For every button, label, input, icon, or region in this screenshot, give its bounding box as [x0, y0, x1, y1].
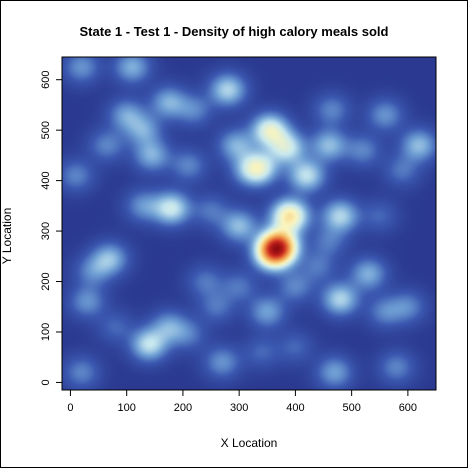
x-tick-label: 0	[67, 402, 73, 414]
chart-title: State 1 - Test 1 - Density of high calor…	[79, 24, 389, 39]
density-surface	[62, 57, 436, 390]
y-tick-label: 100	[40, 323, 52, 341]
y-axis: 0 100 200 300 400 500 600	[40, 71, 62, 385]
x-tick-label: 500	[342, 402, 360, 414]
x-tick-label: 600	[399, 402, 417, 414]
x-tick-label: 100	[117, 402, 135, 414]
x-tick-label: 400	[286, 402, 304, 414]
x-axis-label: X Location	[220, 436, 278, 450]
x-tick-label: 200	[174, 402, 192, 414]
y-tick-label: 600	[40, 71, 52, 89]
plot-border	[61, 56, 437, 391]
y-tick-label: 200	[40, 272, 52, 290]
y-tick-label: 400	[40, 171, 52, 189]
y-axis-label: Y Location	[0, 207, 14, 265]
y-tick-label: 0	[40, 379, 52, 385]
y-tick-label: 500	[40, 121, 52, 139]
x-tick-label: 300	[230, 402, 248, 414]
x-axis: 0 100 200 300 400 500 600	[67, 390, 417, 414]
y-tick-label: 300	[40, 222, 52, 240]
